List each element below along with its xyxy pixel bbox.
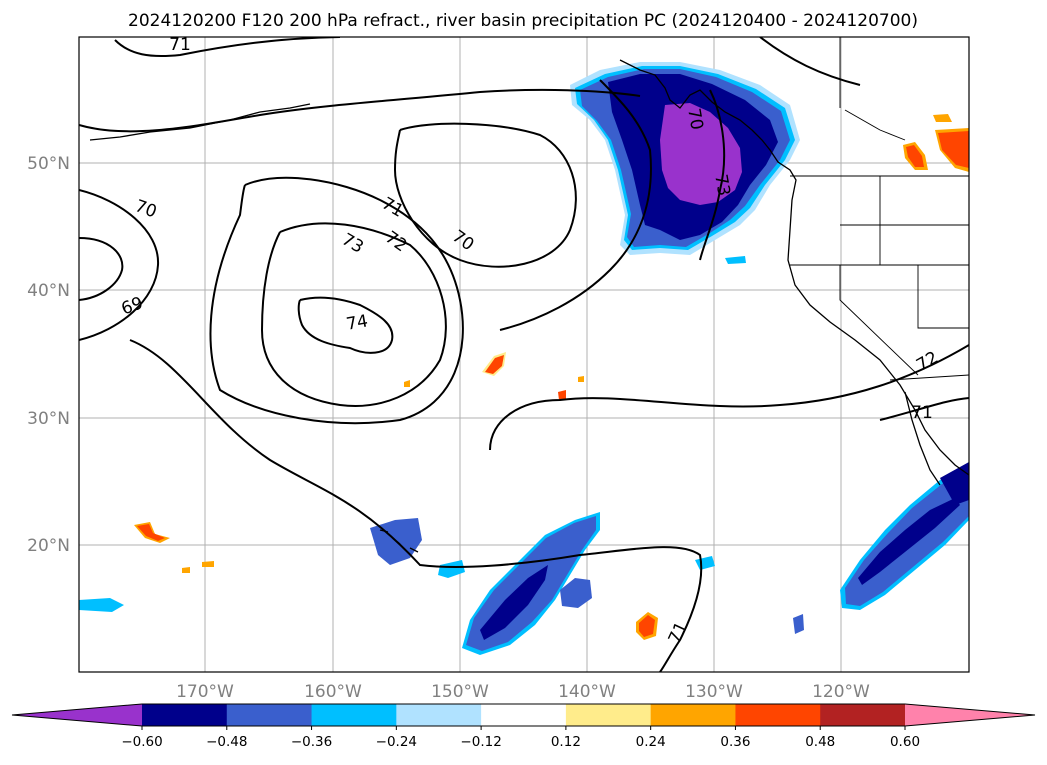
shading-mexico-band: [840, 462, 969, 610]
refractivity-contours: [79, 37, 969, 672]
lon-label-120w: 120°W: [812, 682, 870, 702]
latitude-labels: 50°N 40°N 30°N 20°N: [27, 154, 70, 556]
shade-orange: [933, 114, 952, 122]
shade-orange: [578, 376, 584, 382]
lon-label-130w: 130°W: [685, 682, 743, 702]
contour-71-ring: [209, 176, 464, 425]
contour-71-east: [879, 397, 969, 421]
contour-label: 71: [911, 403, 933, 423]
colorbar-tick-label: −0.60: [121, 734, 162, 750]
shade-orange: [202, 561, 214, 567]
border-us-mexico: [889, 374, 969, 381]
contour-70-ring: [393, 122, 577, 268]
colorbar-extend-min: [12, 704, 142, 726]
colorbar-tick-label: −0.24: [376, 734, 417, 750]
shade-navy: [480, 565, 548, 640]
colorbar-tick-label: 0.24: [636, 734, 666, 750]
colorbar-extend-max: [905, 704, 1035, 726]
lon-label-150w: 150°W: [431, 682, 489, 702]
contour-73-coast: [699, 89, 726, 261]
shade-sky-blue: [79, 598, 124, 612]
lon-label-160w: 160°W: [304, 682, 362, 702]
shade-orange-red: [906, 145, 924, 167]
shade-navy: [940, 462, 969, 505]
contour-71-arc: [79, 88, 641, 133]
shade-orange-red: [639, 615, 655, 637]
contour-71-south: [129, 339, 703, 672]
colorbar-swatch: [735, 704, 821, 726]
colorbar-swatch: [481, 704, 567, 726]
contour-label: 71: [169, 35, 191, 55]
lat-label-30n: 30°N: [27, 409, 70, 429]
contour-72-ring: [260, 222, 447, 407]
contour-72-east: [489, 344, 969, 451]
map-panel: 71 70 71 72 73 70 74 69 73 72 71 71 70: [78, 35, 970, 673]
lon-label-140w: 140°W: [558, 682, 616, 702]
border-state-5: [917, 265, 969, 329]
contour-71-north: [114, 37, 341, 58]
borders: [790, 37, 969, 381]
colorbar: −0.60 −0.48 −0.36 −0.24 −0.12 0.12 0.24 0.36 0.4…: [11, 703, 1036, 750]
shade-orange-red: [485, 355, 504, 374]
colorbar-tick-label: −0.12: [460, 734, 501, 750]
contour-72-coast: [499, 79, 652, 331]
shade-royal-blue: [793, 614, 804, 634]
contour-70-west: [79, 189, 160, 341]
shade-orange: [182, 567, 190, 573]
coastline-north-america: [619, 59, 969, 476]
contour-label: 73: [710, 173, 733, 198]
colorbar-swatch: [565, 704, 652, 726]
border-alaska-canada: [844, 109, 906, 141]
colorbar-swatch: [226, 704, 313, 726]
lat-label-20n: 20°N: [27, 536, 70, 556]
lat-label-40n: 40°N: [27, 281, 70, 301]
colorbar-swatch: [396, 704, 482, 726]
coastline-baja-california: [904, 391, 941, 486]
map-title: 2024120200 F120 200 hPa refract., river …: [128, 11, 918, 31]
contour-74-ring: [297, 296, 394, 354]
longitude-labels: 170°W 160°W 150°W 140°W 130°W 120°W: [176, 682, 870, 702]
border-state-4: [839, 265, 919, 376]
colorbar-tick-label: 0.60: [890, 734, 920, 750]
shading-positive-patches: [134, 114, 969, 640]
shade-orange: [404, 380, 410, 387]
colorbar-tick-label: −0.36: [291, 734, 332, 750]
colorbar-swatch: [142, 704, 228, 726]
colorbar-tick-label: −0.48: [206, 734, 247, 750]
lon-label-170w: 170°W: [176, 682, 234, 702]
colorbar-tick-label: 0.12: [551, 734, 581, 750]
shade-navy: [858, 498, 960, 585]
shade-sky-blue: [438, 560, 465, 578]
colorbar-swatch: [311, 704, 397, 726]
contour-label: 70: [683, 107, 706, 132]
shade-orange-red: [938, 131, 969, 168]
contour-label: 74: [345, 311, 370, 334]
lat-label-50n: 50°N: [27, 154, 70, 174]
contour-69-west: [79, 237, 124, 301]
colorbar-tick-label: 0.36: [720, 734, 750, 750]
shade-orange-red: [558, 390, 566, 400]
shade-royal-blue: [560, 578, 592, 608]
map-frame: [78, 36, 970, 673]
shade-sky-blue: [725, 256, 746, 264]
colorbar-swatch: [820, 704, 906, 726]
colorbar-tick-label: 0.48: [805, 734, 835, 750]
colorbar-swatch: [650, 704, 736, 726]
contour-canada: [759, 37, 861, 86]
shade-orange-red: [137, 524, 165, 541]
